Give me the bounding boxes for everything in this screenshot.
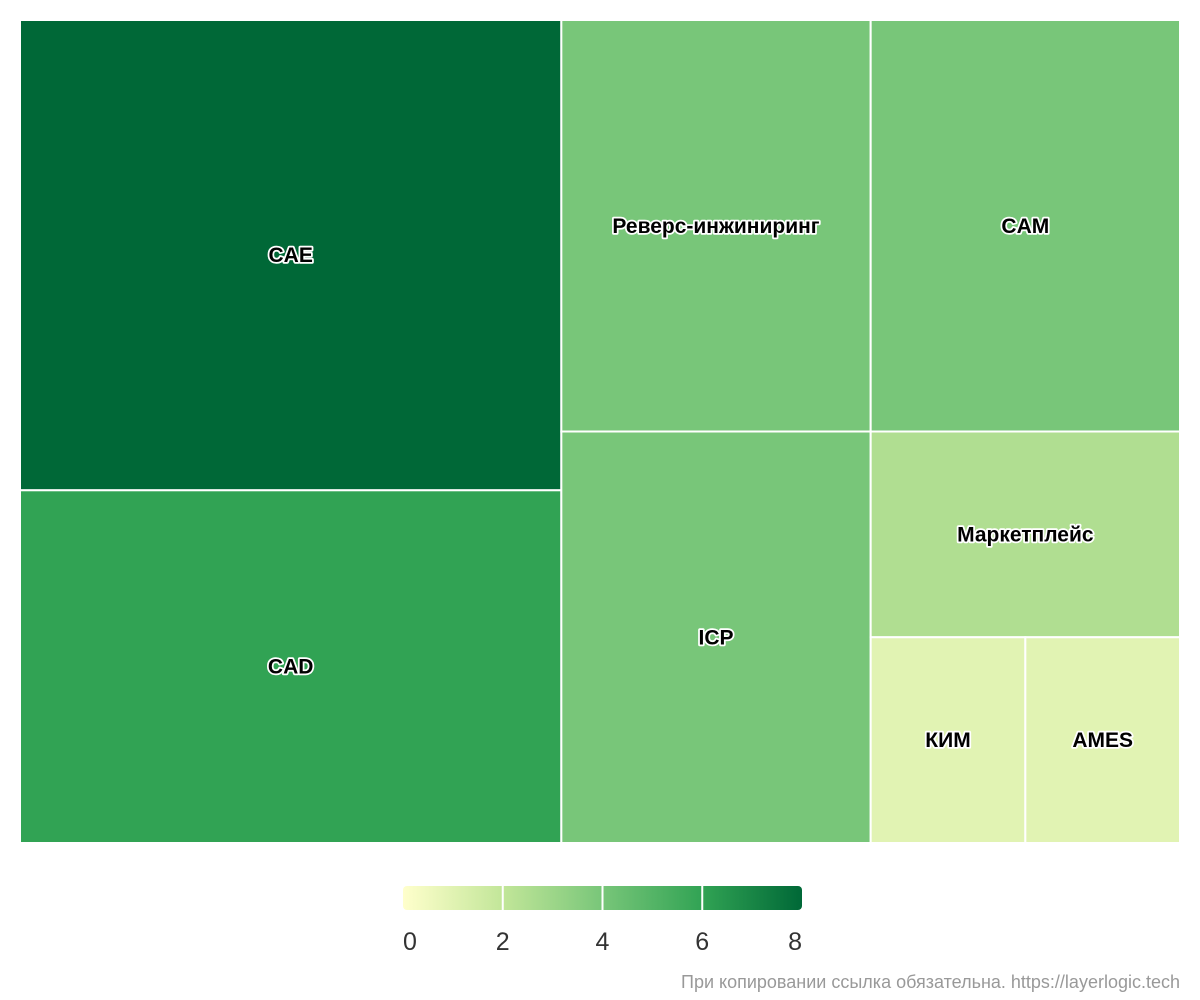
legend-tick-labels: 0 2 4 6 8 — [403, 928, 802, 956]
legend-tick-label: 0 — [403, 928, 417, 956]
treemap-tile-7[interactable] — [1024, 636, 1182, 844]
treemap-tile-0[interactable] — [19, 19, 563, 492]
treemap-tile-4-label: ICP — [698, 626, 733, 649]
treemap-tile-4[interactable] — [560, 430, 872, 844]
treemap-tile-1-label: CAD — [268, 656, 314, 679]
treemap-tile-3-label: CAM — [1001, 215, 1049, 238]
treemap-tile-5[interactable] — [869, 430, 1182, 639]
copyright-footer: При копировании ссылка обязательна. http… — [681, 972, 1180, 992]
treemap-tiles — [19, 19, 1182, 844]
legend-dividers — [501, 886, 704, 910]
treemap-tile-3[interactable] — [869, 19, 1182, 433]
legend-tick-label: 6 — [695, 928, 709, 956]
treemap-tile-0-label: CAE — [268, 244, 312, 267]
legend-tick-label: 8 — [788, 928, 802, 956]
treemap-tile-7-label: AMES — [1072, 729, 1133, 752]
treemap-tile-2[interactable] — [560, 19, 872, 433]
treemap-tile-6[interactable] — [869, 636, 1027, 844]
treemap-tile-2-label: Реверс-инжиниринг — [612, 215, 819, 238]
treemap-tile-1[interactable] — [19, 489, 563, 844]
legend-tick-label: 4 — [596, 928, 610, 956]
color-legend: 0 2 4 6 8 — [403, 886, 802, 956]
treemap-tile-5-label: Маркетплейс — [957, 523, 1094, 546]
legend-tick-label: 2 — [496, 928, 510, 956]
treemap-labels: CAE CAD Реверс-инжиниринг CAM ICP Маркетплейс… — [266, 213, 1135, 754]
treemap-tile-6-label: КИМ — [925, 729, 970, 752]
